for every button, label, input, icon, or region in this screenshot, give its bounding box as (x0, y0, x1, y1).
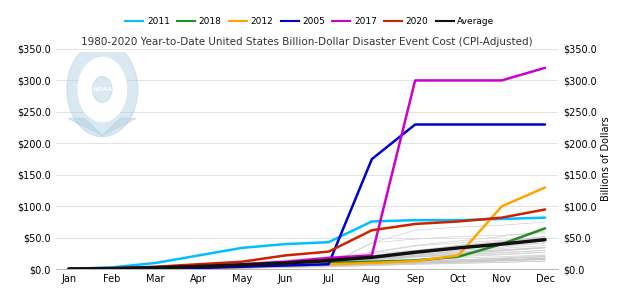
Circle shape (78, 58, 126, 121)
Polygon shape (68, 118, 102, 136)
Circle shape (92, 76, 112, 102)
Polygon shape (102, 118, 136, 136)
Legend: 2011, 2018, 2012, 2005, 2017, 2020, Average: 2011, 2018, 2012, 2005, 2017, 2020, Aver… (122, 14, 498, 30)
Text: NOAA: NOAA (92, 87, 112, 92)
Y-axis label: Billions of Dollars: Billions of Dollars (601, 117, 611, 201)
Circle shape (67, 42, 138, 136)
Title: 1980-2020 Year-to-Date United States Billion-Dollar Disaster Event Cost (CPI-Adj: 1980-2020 Year-to-Date United States Bil… (81, 37, 533, 47)
